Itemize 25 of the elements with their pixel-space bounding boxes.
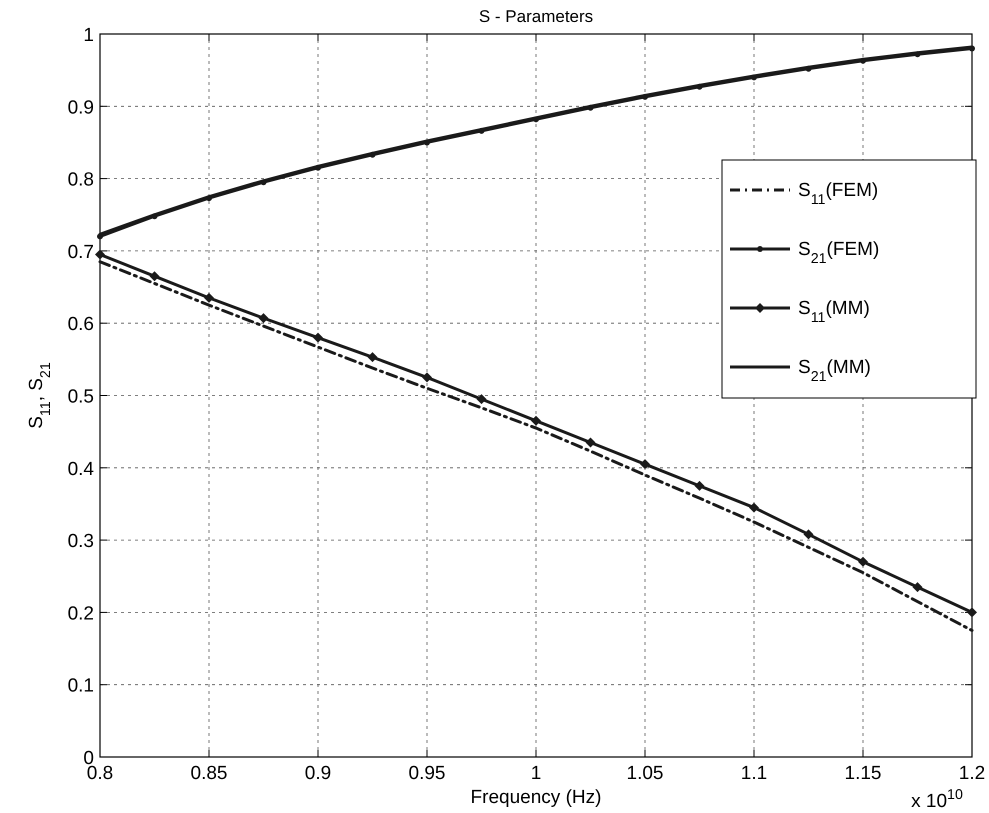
legend-label: S$_{11}$(FEM) [798, 180, 878, 208]
y-tick-label: 0.8 [68, 170, 94, 191]
x-tick-label: 1.2 [958, 763, 986, 784]
legend-label: S$_{21}$(MM) [798, 357, 871, 385]
x-tick-label: 1.1 [740, 763, 768, 784]
y-tick-label: 0.2 [68, 603, 94, 624]
x-tick-label: 0.9 [304, 763, 332, 784]
text: x 10$^{10}$ [911, 787, 963, 812]
x-axis-title: Frequency (Hz) [470, 787, 602, 808]
y-tick-label: 0.6 [68, 314, 94, 336]
y-tick-label: 0.4 [68, 458, 94, 480]
y-tick-label: 0.9 [68, 97, 94, 118]
x-tick-label: 0.85 [190, 763, 228, 784]
x-tick-label: 1 [530, 763, 542, 784]
y-tick-label: 0.1 [68, 676, 94, 697]
y-tick-label: 0.7 [68, 242, 94, 263]
x-tick-label: 1.05 [626, 763, 664, 784]
x-tick-label: 1.15 [844, 763, 882, 784]
y-tick-label: 0.5 [68, 386, 94, 408]
legend-label: S$_{11}$(MM) [798, 298, 870, 326]
y-tick-label: 1 [83, 25, 94, 46]
y-tick-label: 0.3 [68, 531, 94, 552]
chart-title: S - Parameters [478, 7, 594, 26]
legend-label: S$_{21}$(FEM) [798, 239, 880, 267]
x-tick-label: 0.95 [408, 763, 446, 784]
